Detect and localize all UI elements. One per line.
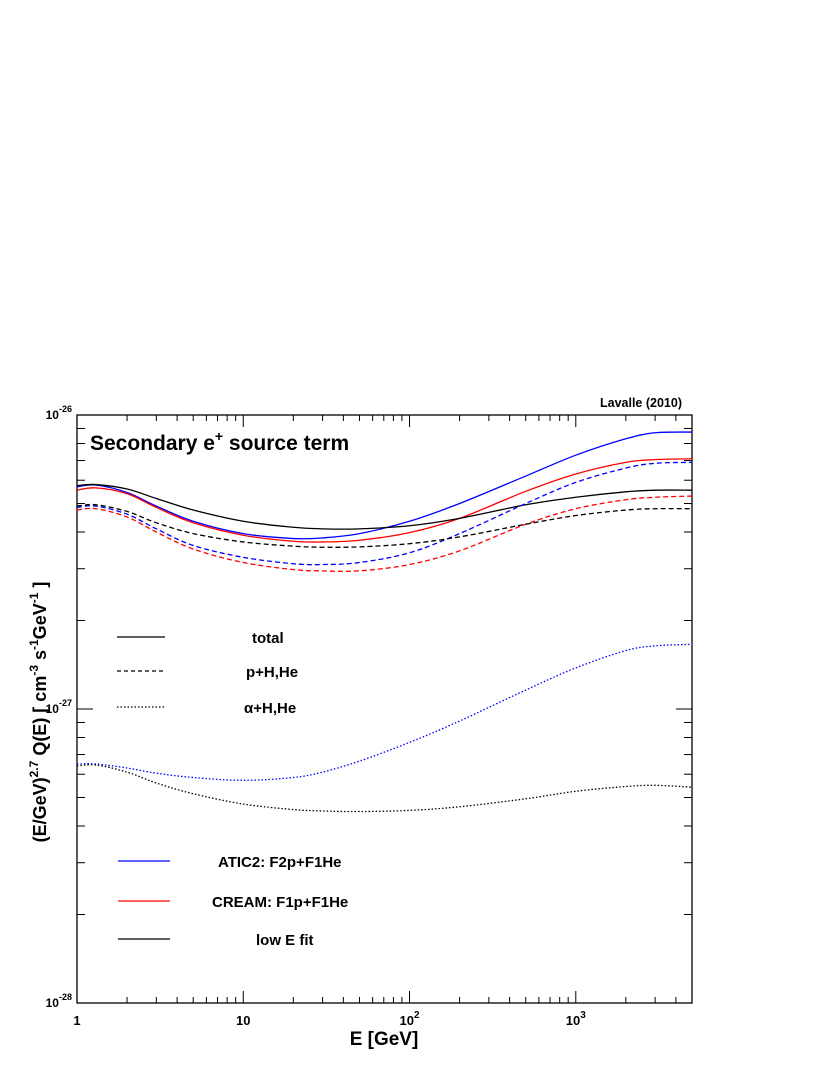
legend-label-atic2: ATIC2: F2p+F1He <box>218 854 342 871</box>
chart-title: Secondary e+ source term <box>90 428 349 455</box>
y-label-part: (E/GeV) <box>30 777 50 842</box>
y-tick-label-base: 10 <box>46 408 60 422</box>
y-label-sup: -1 <box>27 592 41 603</box>
y-label-part: GeV <box>30 603 50 639</box>
series-line-blue-dashed <box>76 461 693 566</box>
y-tick-label-base: 10 <box>46 702 60 716</box>
y-tick-label: 10-28 <box>46 992 72 1010</box>
credit-label: Lavalle (2010) <box>600 396 682 410</box>
series-line-black-solid <box>76 483 693 530</box>
x-tick-label: 102 <box>400 1010 420 1028</box>
x-minor-ticks <box>76 415 693 1003</box>
title-rest: source term <box>223 432 349 455</box>
y-tick-label: 10-26 <box>46 404 72 422</box>
legend-label-cream: CREAM: F1p+F1He <box>212 894 348 911</box>
legend-label-lowe: low E fit <box>256 932 314 949</box>
series-line-black-dashed <box>76 503 693 548</box>
x-tick-label-base: 1 <box>73 1013 80 1028</box>
series-line-red-solid <box>76 458 693 543</box>
x-tick-label-exp: 3 <box>580 1010 586 1021</box>
y-minor-ticks <box>77 414 692 1004</box>
x-tick-label-base: 10 <box>236 1013 250 1028</box>
series-line-blue-solid <box>76 431 693 540</box>
x-axis-label: E [GeV] <box>350 1029 419 1050</box>
title-superscript: + <box>215 428 223 444</box>
y-label-part: ] <box>30 582 50 593</box>
x-tick-label-exp: 2 <box>414 1010 420 1021</box>
x-tick-label: 103 <box>566 1010 586 1028</box>
legend-line-style: total p+H,He α+H,He <box>117 630 298 717</box>
x-tick-label: 1 <box>73 1013 80 1028</box>
y-label-sup: 2.7 <box>27 760 41 777</box>
x-tick-label-base: 10 <box>566 1013 580 1028</box>
title-main: Secondary e <box>90 432 215 455</box>
y-label-part: Q(E) [ cm <box>30 676 50 761</box>
y-tick-label: 10-27 <box>46 698 72 716</box>
x-tick-labels: 1 10 102 103 <box>73 1010 586 1028</box>
y-axis-label: (E/GeV)2.7 Q(E) [ cm-3 s-1GeV-1 ] <box>27 582 50 843</box>
legend-model: ATIC2: F2p+F1He CREAM: F1p+F1He low E fi… <box>118 854 348 949</box>
y-label-sup: -3 <box>27 665 41 676</box>
y-tick-label-exp: -28 <box>59 992 72 1002</box>
series-line-red-dashed <box>76 495 693 573</box>
y-label-part: s <box>30 650 50 665</box>
series-layer <box>76 431 693 813</box>
legend-label-total: total <box>252 630 284 647</box>
y-label-sup: -1 <box>27 639 41 650</box>
y-tick-label-exp: -27 <box>59 698 72 708</box>
legend-label-alpha: α+H,He <box>244 700 296 717</box>
legend-label-primary: p+H,He <box>246 664 298 681</box>
series-line-blue-dotted <box>76 643 693 781</box>
x-tick-label-base: 10 <box>400 1013 414 1028</box>
y-tick-label-base: 10 <box>46 996 60 1010</box>
x-tick-label: 10 <box>236 1013 250 1028</box>
series-line-black-dotted <box>76 764 693 813</box>
y-tick-label-exp: -26 <box>59 404 72 414</box>
